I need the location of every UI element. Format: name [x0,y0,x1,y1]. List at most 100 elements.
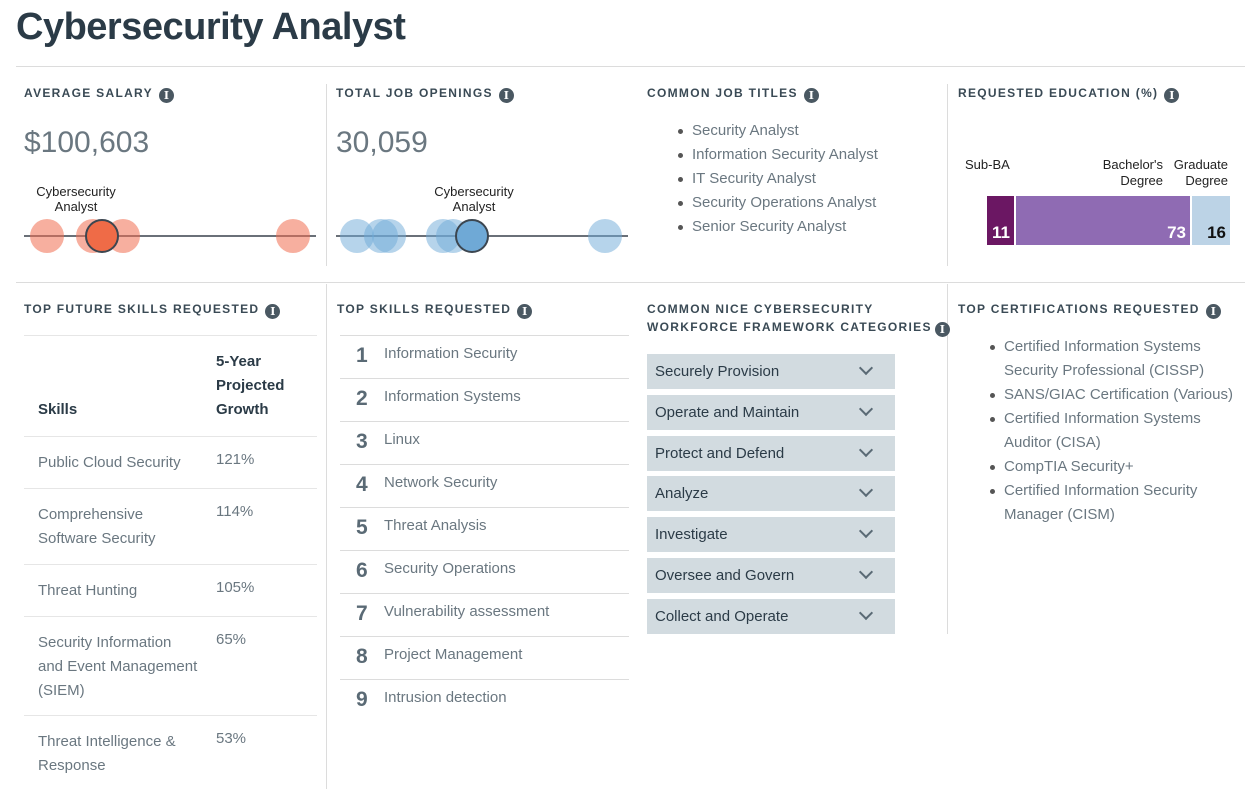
rank-number: 9 [356,688,368,711]
skill-label: Threat Analysis [384,517,487,534]
skill-label: Project Management [384,646,523,663]
list-item: Certified Information Systems Auditor (C… [988,407,1240,455]
page-title: Cybersecurity Analyst [16,6,406,48]
rank-number: 6 [356,559,368,582]
salary-dot[interactable] [30,219,64,253]
list-item: 7 Vulnerability assessment [340,593,629,636]
edu-bar-graduate[interactable]: 16 [1192,196,1230,245]
job-titles-list: Security Analyst Information Security An… [676,119,936,239]
info-icon[interactable]: i [158,88,174,103]
table-row: Threat Intelligence & Response 53% [24,716,317,789]
list-item: 8 Project Management [340,636,629,679]
salary-highlight-label: Cybersecurity Analyst [36,184,116,214]
col-divider [947,84,948,266]
certs-list: Certified Information Systems Security P… [988,335,1240,527]
info-icon[interactable]: i [517,304,533,319]
nice-heading: COMMON NICE CYBERSECURITY WORKFORCE FRAM… [647,300,950,337]
rank-number: 5 [356,516,368,539]
rank-number: 2 [356,387,368,410]
openings-dot[interactable] [588,219,622,253]
list-item: 6 Security Operations [340,550,629,593]
col-header-growth: 5-Year Projected Growth [216,353,285,418]
skill-name: Threat Hunting [38,582,138,599]
salary-dot-plot [24,184,316,254]
skill-name: Public Cloud Security [38,454,181,471]
salary-heading: AVERAGE SALARY i [24,84,174,103]
openings-highlight-label: Cybersecurity Analyst [434,184,514,214]
openings-dot[interactable] [372,219,406,253]
job-titles-heading: COMMON JOB TITLES i [647,84,819,103]
nice-category-investigate[interactable]: Investigate [647,517,895,552]
list-item: Security Operations Analyst [676,191,936,215]
salary-dot-highlight[interactable] [85,219,119,253]
list-item: 1 Information Security [340,335,629,378]
future-skills-heading: TOP FUTURE SKILLS REQUESTED i [24,300,281,319]
list-item: Senior Security Analyst [676,215,936,239]
salary-dot[interactable] [276,219,310,253]
skill-growth: 65% [216,631,247,648]
info-icon[interactable]: i [803,88,819,103]
top-skills-heading: TOP SKILLS REQUESTED i [337,300,533,319]
edu-label-bachelors: Bachelor's Degree [1102,157,1163,188]
openings-dot-highlight[interactable] [455,219,489,253]
openings-value: 30,059 [336,126,428,159]
col-divider [326,84,327,266]
rank-number: 8 [356,645,368,668]
table-row: Comprehensive Software Security 114% [24,489,317,565]
chevron-down-icon [858,605,874,621]
salary-axis-line [24,235,316,237]
info-icon[interactable]: i [934,322,950,337]
chevron-down-icon [858,482,874,498]
rank-number: 4 [356,473,368,496]
nice-category-oversee-and-govern[interactable]: Oversee and Govern [647,558,895,593]
chevron-down-icon [858,360,874,376]
future-skills-table: Skills 5-Year Projected Growth Public Cl… [24,335,317,774]
skill-label: Information Systems [384,388,521,405]
table-header: Skills 5-Year Projected Growth [24,335,317,437]
list-item: Information Security Analyst [676,143,936,167]
list-item: Certified Information Systems Security P… [988,335,1240,383]
skill-label: Linux [384,431,420,448]
skill-growth: 121% [216,451,255,468]
col-header-skills: Skills [38,401,78,418]
openings-dot-plot [336,184,628,254]
rank-number: 3 [356,430,368,453]
openings-heading: TOTAL JOB OPENINGS i [336,84,514,103]
nice-category-protect-and-defend[interactable]: Protect and Defend [647,436,895,471]
skill-name: Comprehensive Software Security [38,506,156,547]
nice-category-securely-provision[interactable]: Securely Provision [647,354,895,389]
education-heading: REQUESTED EDUCATION (%) i [958,84,1180,103]
list-item: CompTIA Security+ [988,455,1240,479]
certs-heading: TOP CERTIFICATIONS REQUESTED i [958,300,1221,319]
list-item: 4 Network Security [340,464,629,507]
edu-bar-sub-ba[interactable]: 11 [987,196,1014,245]
edu-value-sub-ba: 11 [992,223,1010,242]
info-icon[interactable]: i [1205,304,1221,319]
edu-bar-bachelors[interactable]: 73 [1016,196,1190,245]
nice-category-operate-and-maintain[interactable]: Operate and Maintain [647,395,895,430]
list-item: 9 Intrusion detection [340,679,629,722]
skill-label: Information Security [384,345,518,362]
table-row: Threat Hunting 105% [24,565,317,617]
info-icon[interactable]: i [265,304,281,319]
salary-value: $100,603 [24,126,150,159]
skill-label: Vulnerability assessment [384,603,550,620]
skill-growth: 114% [216,503,254,520]
list-item: 2 Information Systems [340,378,629,421]
list-item: SANS/GIAC Certification (Various) [988,383,1240,407]
skill-label: Network Security [384,474,498,491]
chevron-down-icon [858,442,874,458]
edu-value-bachelors: 73 [1167,223,1186,242]
rank-number: 7 [356,602,368,625]
skill-growth: 105% [216,579,255,596]
skill-label: Security Operations [384,560,516,577]
info-icon[interactable]: i [498,88,514,103]
nice-category-collect-and-operate[interactable]: Collect and Operate [647,599,895,634]
skill-growth: 53% [216,730,247,747]
info-icon[interactable]: i [1164,88,1180,103]
list-item: Security Analyst [676,119,936,143]
list-item: 3 Linux [340,421,629,464]
nice-category-analyze[interactable]: Analyze [647,476,895,511]
list-item: 5 Threat Analysis [340,507,629,550]
list-item: Certified Information Security Manager (… [988,479,1240,527]
